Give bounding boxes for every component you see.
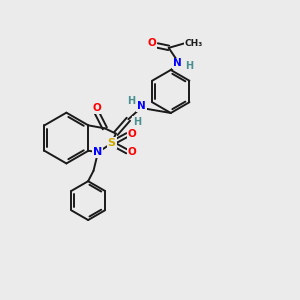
Text: H: H: [184, 61, 193, 71]
Text: N: N: [173, 58, 182, 68]
Text: N: N: [137, 101, 146, 111]
Text: O: O: [148, 38, 156, 48]
Text: O: O: [128, 129, 137, 139]
Text: CH₃: CH₃: [185, 39, 203, 48]
Text: N: N: [93, 147, 103, 157]
Text: H: H: [133, 117, 141, 127]
Text: O: O: [128, 147, 137, 157]
Text: O: O: [92, 103, 101, 113]
Text: H: H: [127, 96, 135, 106]
Text: S: S: [108, 138, 116, 148]
